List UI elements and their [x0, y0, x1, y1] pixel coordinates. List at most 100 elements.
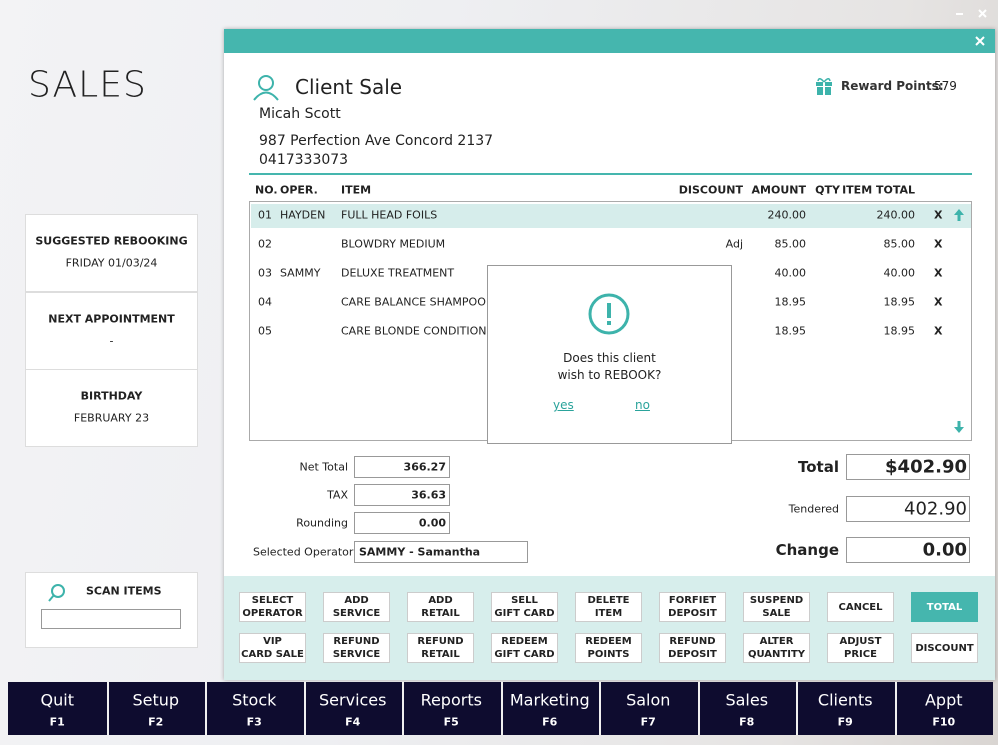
total-label: Rounding	[296, 516, 348, 530]
column-header: NO.	[255, 183, 278, 197]
remove-button[interactable]: X	[934, 324, 943, 338]
client-phone: 0417333073	[259, 152, 349, 168]
nav-label: Services	[319, 690, 387, 710]
column-header: ITEM TOTAL	[842, 183, 915, 197]
gift-icon	[816, 78, 832, 95]
popup-question: Does this client	[563, 351, 656, 365]
info-card	[25, 214, 198, 292]
scan-card: SCAN ITEMS	[25, 572, 198, 648]
window-controls[interactable]	[950, 6, 994, 22]
scroll-down[interactable]	[953, 420, 965, 434]
nav-key: F6	[542, 715, 558, 729]
column-header: QTY	[815, 183, 840, 197]
action-button[interactable]: FORFIET DEPOSIT	[659, 592, 726, 622]
info-card	[25, 291, 198, 370]
cell-item: CARE BLONDE CONDITIONER	[341, 324, 502, 338]
scan-input[interactable]	[41, 609, 181, 629]
action-button[interactable]: REFUND RETAIL	[407, 633, 474, 663]
summary-value: 402.90	[904, 498, 967, 520]
cell-item: DELUXE TREATMENT	[341, 266, 455, 280]
column-header: DISCOUNT	[678, 183, 743, 197]
nav-label: Reports	[420, 690, 482, 710]
nav-separator	[106, 682, 109, 735]
column-header: ITEM	[341, 183, 372, 197]
action-button[interactable]: CANCEL	[827, 592, 894, 622]
nav-label: Salon	[626, 690, 671, 710]
summary-value: 0.00	[922, 539, 967, 561]
nav-label: Quit	[40, 690, 74, 710]
action-button[interactable]: SELL GIFT CARD	[491, 592, 558, 622]
scroll-up[interactable]	[953, 208, 965, 222]
cell-no: 02	[258, 237, 272, 251]
action-button[interactable]: VIP CARD SALE	[239, 633, 306, 663]
info-value: FEBRUARY 23	[73, 411, 150, 425]
total-value: 0.00	[418, 516, 446, 530]
cell-total: 18.95	[883, 295, 916, 309]
action-button[interactable]: REDEEM POINTS	[575, 633, 642, 663]
cell-item: CARE BALANCE SHAMPOO	[341, 295, 486, 309]
close-button[interactable]	[974, 35, 986, 47]
summary-field	[846, 537, 970, 563]
nav-key: F9	[837, 715, 853, 729]
action-button[interactable]: ALTER QUANTITY	[743, 633, 810, 663]
info-label: SUGGESTED REBOOKING	[35, 234, 188, 248]
no-link[interactable]: no	[635, 398, 650, 412]
remove-button[interactable]: X	[934, 295, 943, 309]
action-button[interactable]: ADD RETAIL	[407, 592, 474, 622]
action-button[interactable]: ADD SERVICE	[323, 592, 390, 622]
nav-key: F3	[246, 715, 262, 729]
column-header: OPER.	[280, 183, 318, 197]
alert-icon	[588, 293, 630, 335]
nav-separator	[599, 682, 601, 735]
reward-label: Reward Points:	[841, 79, 944, 93]
total-value: 366.27	[403, 460, 446, 474]
nav-label: Sales	[725, 690, 769, 710]
operator-label: Selected Operator	[253, 545, 354, 559]
summary-label: Change	[775, 541, 839, 559]
action-button[interactable]: SELECT OPERATOR	[239, 592, 306, 622]
operator-field	[354, 541, 528, 563]
action-button[interactable]: ADJUST PRICE	[827, 633, 894, 663]
nav-separator	[894, 682, 897, 735]
summary-label: Total	[798, 458, 839, 476]
total-label: Net Total	[299, 460, 349, 474]
cell-total: 85.00	[883, 237, 916, 251]
action-button[interactable]: TOTAL	[911, 592, 978, 622]
column-header: AMOUNT	[751, 183, 806, 197]
cell-oper: HAYDEN	[280, 208, 326, 222]
action-button[interactable]: DISCOUNT	[911, 633, 978, 663]
cell-amount: 18.95	[774, 295, 807, 309]
nav-label: Setup	[132, 690, 180, 710]
remove-button[interactable]: X	[934, 266, 943, 280]
nav-key: F7	[640, 715, 656, 729]
info-label: BIRTHDAY	[80, 389, 143, 403]
cell-amount: 85.00	[774, 237, 807, 251]
yes-link[interactable]: yes	[553, 398, 574, 412]
nav-key: F5	[443, 715, 459, 729]
client-sale-dialog: Client Sale Micah Scott 987 Perfection A…	[224, 29, 995, 680]
cell-no: 03	[258, 266, 272, 280]
action-button[interactable]: REFUND SERVICE	[323, 633, 390, 663]
total-field	[354, 456, 450, 478]
action-button[interactable]: REFUND DEPOSIT	[659, 633, 726, 663]
nav-key: F2	[148, 715, 164, 729]
nav-key: F10	[932, 715, 956, 729]
client-address: 987 Perfection Ave Concord 2137	[259, 133, 494, 149]
scan-label: SCAN ITEMS	[86, 584, 162, 598]
nav-label: Appt	[924, 690, 963, 710]
nav-key: F8	[739, 715, 755, 729]
remove-button[interactable]: X	[934, 208, 943, 222]
action-button[interactable]: SUSPEND SALE	[743, 592, 810, 622]
action-button[interactable]: DELETE ITEM	[575, 592, 642, 622]
cell-total: 40.00	[883, 266, 916, 280]
remove-button[interactable]: X	[934, 237, 943, 251]
operator-value: SAMMY - Samantha	[359, 545, 481, 559]
nav-key: F1	[49, 715, 65, 729]
info-value: FRIDAY 01/03/24	[65, 256, 158, 270]
action-button[interactable]: REDEEM GIFT CARD	[491, 633, 558, 663]
total-label: TAX	[327, 488, 348, 502]
nav-label: Marketing	[509, 690, 590, 710]
total-field	[354, 512, 450, 534]
cell-amount: 240.00	[767, 208, 807, 222]
